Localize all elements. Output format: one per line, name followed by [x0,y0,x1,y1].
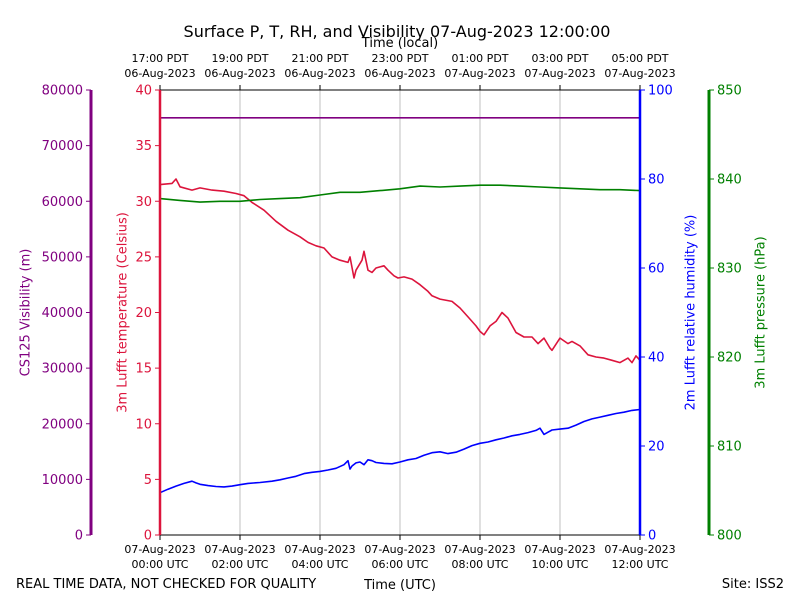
x-tick-label-date: 07-Aug-2023 [444,543,515,556]
top-tick-label-date: 07-Aug-2023 [524,67,595,80]
series-line-temperature [159,178,641,364]
x-tick-label-utc: 06:00 UTC [371,558,428,571]
humidity-tick-label: 20 [648,440,665,455]
humidity-axis-label: 2m Lufft relative humidity (%) [684,215,699,411]
x-axis-label: Time (UTC) [363,578,436,593]
temperature-tick-label: 10 [135,417,152,432]
pressure-tick-label: 850 [717,84,742,99]
x-tick-label-utc: 00:00 UTC [131,558,188,571]
pressure-tick-label: 840 [717,173,742,188]
series-line-humidity [159,408,641,494]
x-tick-label-date: 07-Aug-2023 [204,543,275,556]
x-tick-label-utc: 02:00 UTC [211,558,268,571]
x-tick-label-date: 07-Aug-2023 [524,543,595,556]
top-tick-label-time: 17:00 PDT [131,52,188,65]
top-tick-label-date: 07-Aug-2023 [444,67,515,80]
top-tick-label-date: 06-Aug-2023 [364,67,435,80]
x-tick-label-utc: 04:00 UTC [291,558,348,571]
top-tick-label-time: 19:00 PDT [211,52,268,65]
top-axis-label: Time (local) [361,36,438,51]
temperature-tick-label: 20 [135,306,152,321]
top-tick-label-date: 06-Aug-2023 [124,67,195,80]
pressure-tick-label: 820 [717,351,742,366]
x-tick-label-date: 07-Aug-2023 [124,543,195,556]
top-tick-label-time: 21:00 PDT [291,52,348,65]
site-label: Site: ISS2 [722,577,784,592]
top-tick-label-date: 06-Aug-2023 [284,67,355,80]
pressure-tick-label: 830 [717,262,742,277]
x-tick-label-date: 07-Aug-2023 [604,543,675,556]
top-tick-label-date: 06-Aug-2023 [204,67,275,80]
humidity-tick-label: 80 [648,173,665,188]
x-tick-label-date: 07-Aug-2023 [364,543,435,556]
visibility-tick-label: 30000 [42,362,83,377]
x-tick-label-utc: 08:00 UTC [451,558,508,571]
temperature-tick-label: 35 [135,139,152,154]
quality-footer: REAL TIME DATA, NOT CHECKED FOR QUALITY [16,577,316,592]
top-tick-label-time: 23:00 PDT [371,52,428,65]
visibility-tick-label: 40000 [42,306,83,321]
pressure-tick-label: 800 [717,529,742,544]
temperature-tick-label: 5 [144,473,152,488]
visibility-axis-label: CS125 Visibility (m) [19,249,34,377]
humidity-tick-label: 40 [648,351,665,366]
x-tick-label-utc: 12:00 UTC [611,558,668,571]
x-tick-label-date: 07-Aug-2023 [284,543,355,556]
temperature-tick-label: 15 [135,362,152,377]
top-tick-label-time: 01:00 PDT [451,52,508,65]
pressure-axis-label: 3m Lufft pressure (hPa) [754,236,769,388]
visibility-tick-label: 70000 [42,139,83,154]
visibility-tick-label: 10000 [42,473,83,488]
top-tick-label-time: 03:00 PDT [531,52,588,65]
temperature-axis-label: 3m Lufft temperature (Celsius) [116,212,131,413]
series-line-pressure [159,184,641,203]
visibility-tick-label: 50000 [42,250,83,265]
humidity-tick-label: 100 [648,84,673,99]
humidity-tick-label: 0 [648,529,656,544]
temperature-tick-label: 40 [135,84,152,99]
top-tick-label-date: 07-Aug-2023 [604,67,675,80]
visibility-tick-label: 20000 [42,417,83,432]
temperature-tick-label: 30 [135,195,152,210]
visibility-tick-label: 0 [75,529,83,544]
chart-title: Surface P, T, RH, and Visibility 07-Aug-… [184,22,611,41]
temperature-tick-label: 25 [135,250,152,265]
visibility-tick-label: 60000 [42,195,83,210]
pressure-tick-label: 810 [717,440,742,455]
visibility-tick-label: 80000 [42,84,83,99]
top-tick-label-time: 05:00 PDT [611,52,668,65]
x-tick-label-utc: 10:00 UTC [531,558,588,571]
humidity-tick-label: 60 [648,262,665,277]
temperature-tick-label: 0 [144,529,152,544]
